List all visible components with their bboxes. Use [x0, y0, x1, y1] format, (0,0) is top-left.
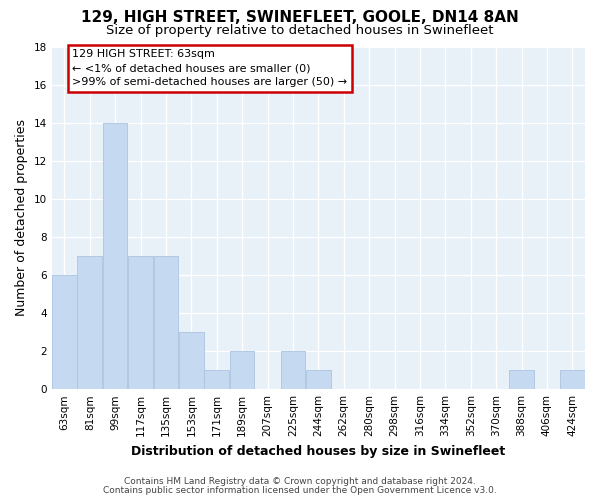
Text: 129 HIGH STREET: 63sqm
← <1% of detached houses are smaller (0)
>99% of semi-det: 129 HIGH STREET: 63sqm ← <1% of detached… [72, 50, 347, 88]
Bar [205, 370, 229, 389]
Bar [281, 351, 305, 389]
Text: Size of property relative to detached houses in Swinefleet: Size of property relative to detached ho… [106, 24, 494, 37]
Bar [509, 370, 534, 389]
X-axis label: Distribution of detached houses by size in Swinefleet: Distribution of detached houses by size … [131, 444, 505, 458]
Bar [179, 332, 203, 389]
Bar [560, 370, 584, 389]
Bar [103, 122, 127, 389]
Bar [52, 275, 77, 389]
Text: Contains public sector information licensed under the Open Government Licence v3: Contains public sector information licen… [103, 486, 497, 495]
Text: Contains HM Land Registry data © Crown copyright and database right 2024.: Contains HM Land Registry data © Crown c… [124, 477, 476, 486]
Bar [306, 370, 331, 389]
Y-axis label: Number of detached properties: Number of detached properties [15, 120, 28, 316]
Bar [128, 256, 153, 389]
Bar [77, 256, 102, 389]
Bar [154, 256, 178, 389]
Bar [230, 351, 254, 389]
Text: 129, HIGH STREET, SWINEFLEET, GOOLE, DN14 8AN: 129, HIGH STREET, SWINEFLEET, GOOLE, DN1… [81, 10, 519, 25]
